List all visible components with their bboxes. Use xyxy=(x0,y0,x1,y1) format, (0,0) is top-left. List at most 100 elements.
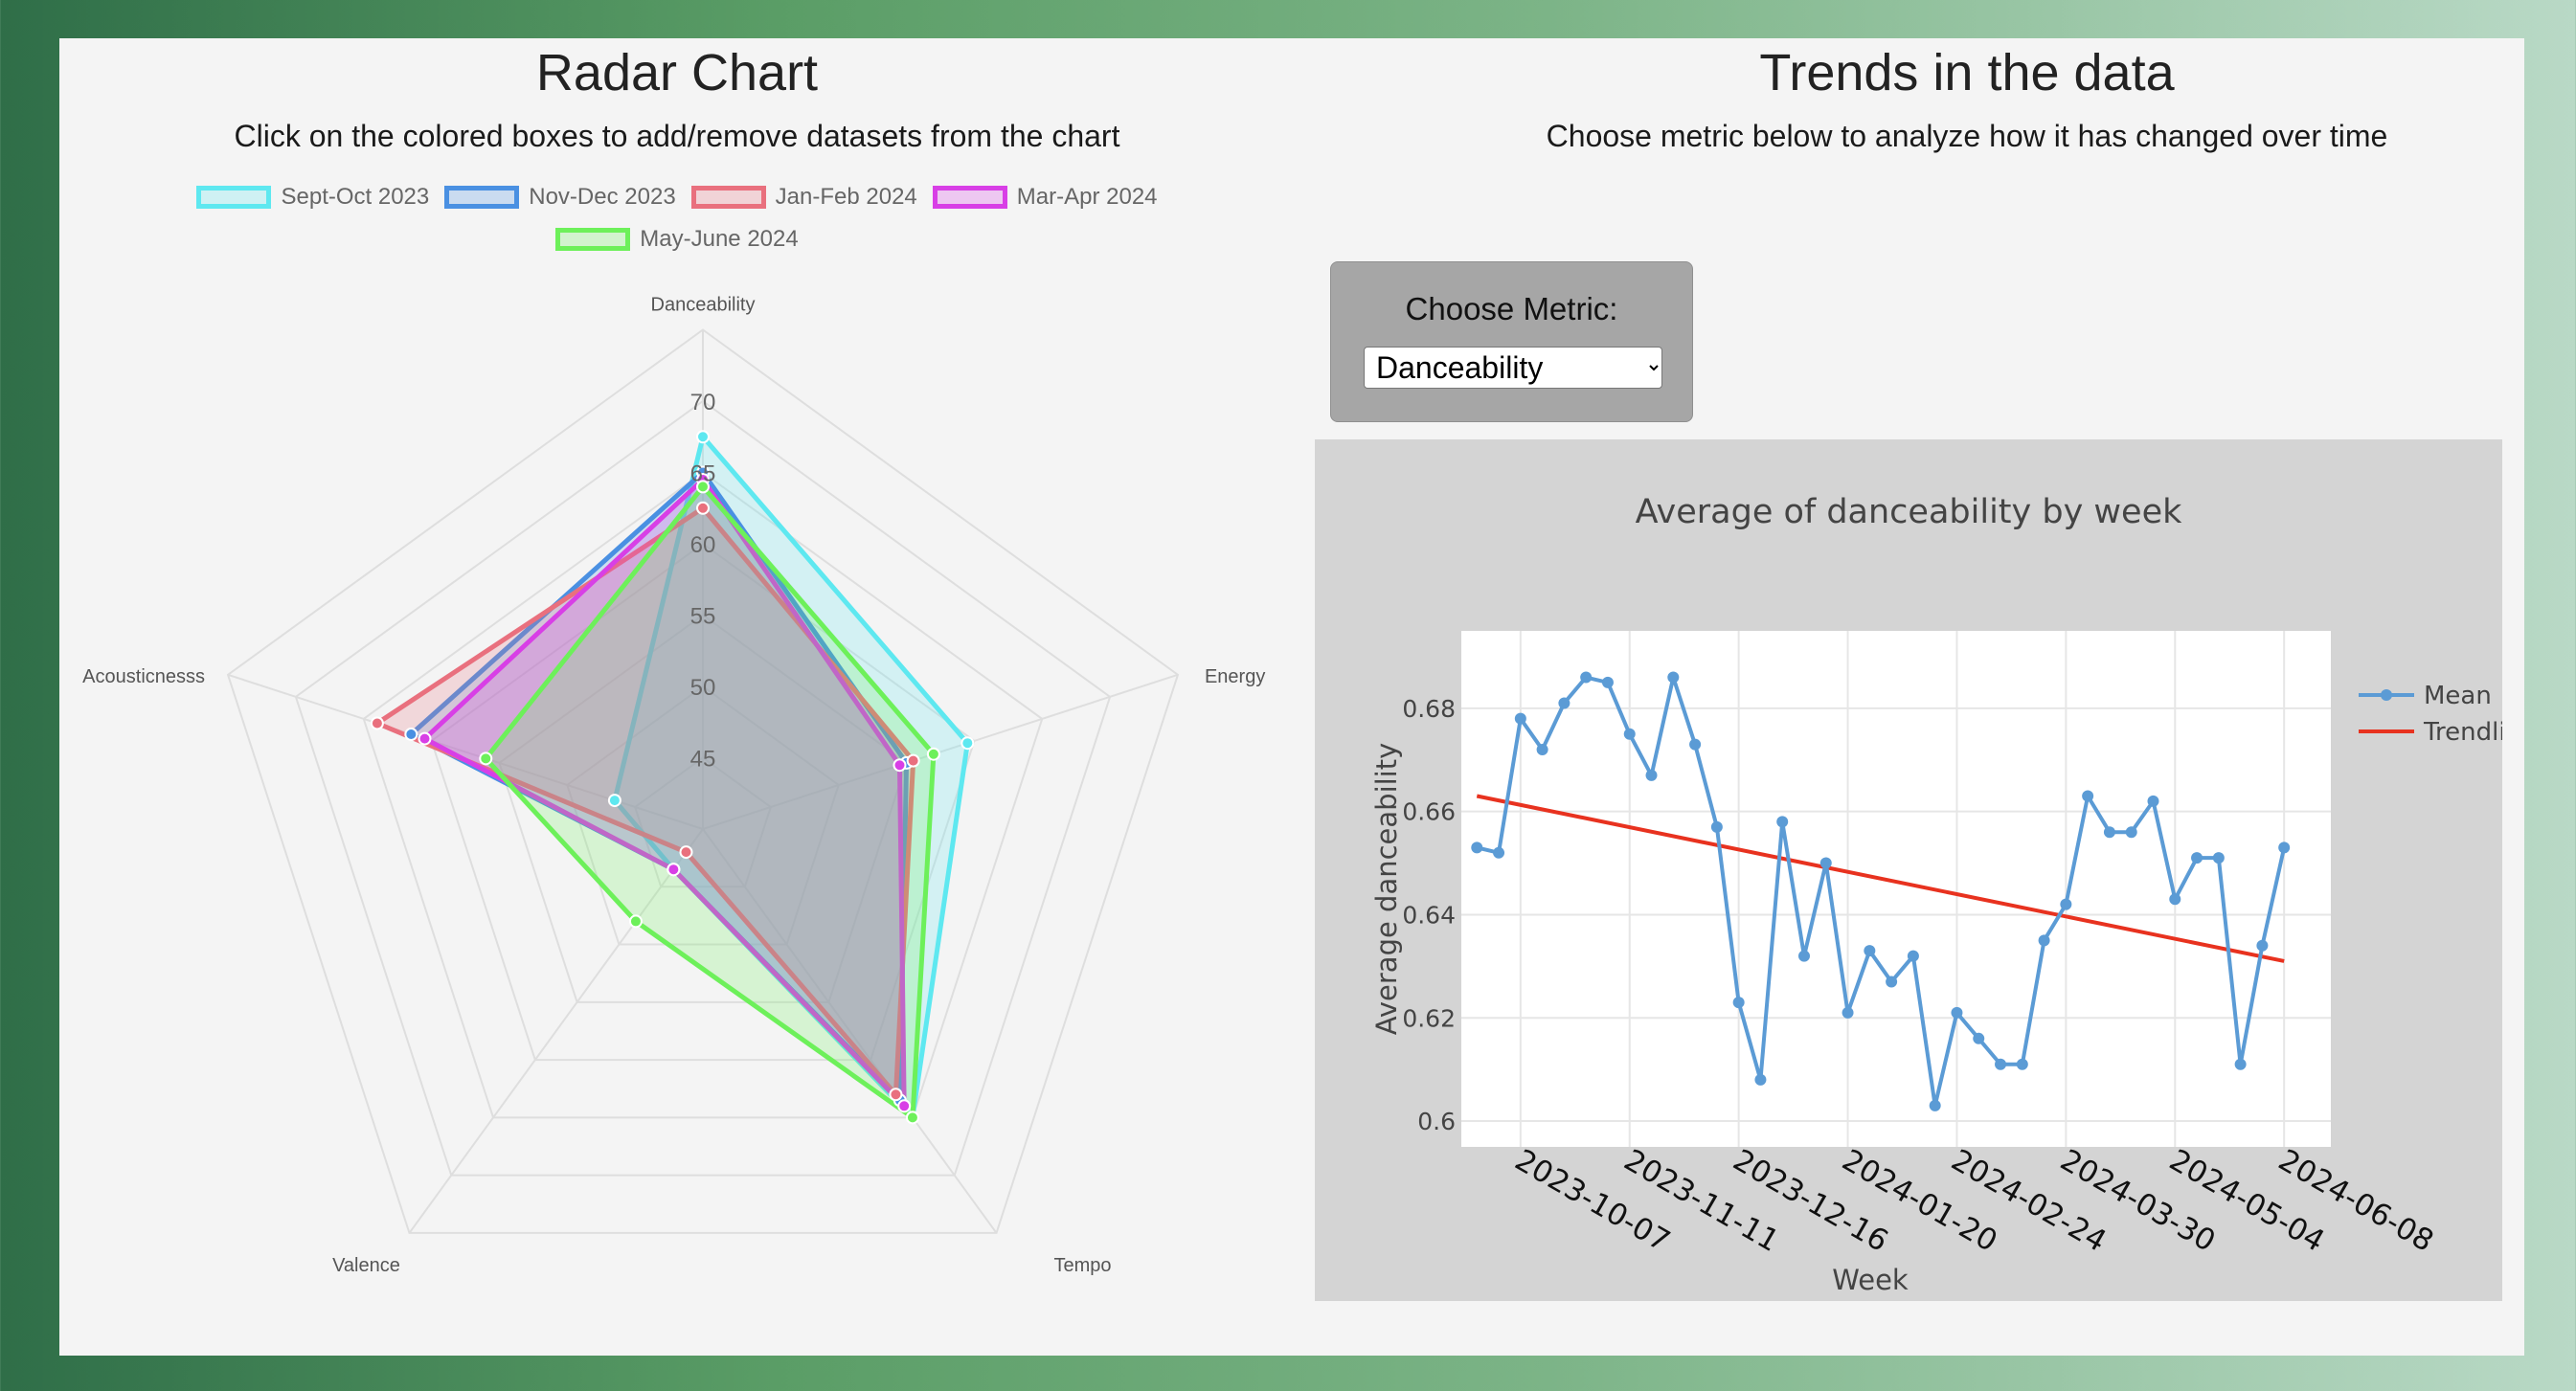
radar-point[interactable] xyxy=(696,480,710,494)
radar-chart-instructions: Click on the colored boxes to add/remove… xyxy=(234,119,1120,153)
legend-label: May-June 2024 xyxy=(640,226,799,252)
mean-point[interactable] xyxy=(2082,790,2094,802)
radar-tick-label: 70 xyxy=(690,390,716,415)
radar-point[interactable] xyxy=(893,758,907,773)
mean-point[interactable] xyxy=(2060,898,2072,910)
legend-color-box[interactable] xyxy=(932,186,1007,209)
legend-color-box[interactable] xyxy=(444,186,520,209)
radar-tick-label: 65 xyxy=(690,461,716,487)
radar-point[interactable] xyxy=(897,1099,912,1113)
mean-point[interactable] xyxy=(1471,841,1483,854)
mean-point[interactable] xyxy=(1973,1032,1985,1044)
mean-point[interactable] xyxy=(1842,1006,1854,1019)
mean-point[interactable] xyxy=(2169,893,2181,906)
mean-point[interactable] xyxy=(2103,826,2115,839)
mean-point[interactable] xyxy=(2212,852,2225,864)
legend-color-box[interactable] xyxy=(555,228,631,251)
y-tick-label: 0.66 xyxy=(1402,798,1456,826)
mean-line xyxy=(1476,675,2287,1108)
mean-point[interactable] xyxy=(1754,1073,1767,1086)
radar-spoke xyxy=(408,828,704,1234)
radar-point[interactable] xyxy=(960,736,975,751)
legend-item[interactable]: Sept-Oct 2023 xyxy=(196,184,429,211)
radar-point[interactable] xyxy=(628,914,643,929)
mean-point[interactable] xyxy=(1601,676,1614,688)
mean-point[interactable] xyxy=(2016,1058,2028,1070)
radar-point[interactable] xyxy=(667,863,681,877)
legend-item[interactable]: Mar-Apr 2024 xyxy=(932,184,1158,211)
y-axis-label: Average danceability xyxy=(1370,743,1403,1036)
radar-grid-ring xyxy=(566,684,840,946)
mean-point[interactable] xyxy=(1689,738,1702,751)
metric-selector-card: Choose Metric: Danceability xyxy=(1330,261,1693,422)
radar-tick-label: 45 xyxy=(690,747,716,773)
mean-point[interactable] xyxy=(1951,1006,1963,1019)
metric-select[interactable]: Danceability xyxy=(1364,347,1662,389)
mean-point[interactable] xyxy=(1558,697,1570,709)
mean-point[interactable] xyxy=(1732,997,1745,1009)
mean-point[interactable] xyxy=(1797,950,1810,962)
mean-point[interactable] xyxy=(2278,841,2291,854)
radar-chart: 45 50 55 60 65 70 Danceability Energy Tempo Valen… xyxy=(82,295,1265,1276)
mean-point[interactable] xyxy=(1514,712,1526,725)
radar-point[interactable] xyxy=(696,501,710,515)
radar-axis-label: Danceability xyxy=(651,295,756,316)
radar-point[interactable] xyxy=(926,747,940,761)
mean-point[interactable] xyxy=(1710,820,1723,833)
mean-point[interactable] xyxy=(1667,671,1680,684)
legend-item[interactable]: May-June 2024 xyxy=(555,226,799,253)
y-tick-label: 0.6 xyxy=(1417,1108,1456,1135)
mean-point[interactable] xyxy=(1645,769,1658,781)
legend-trend-label: Trendline xyxy=(2423,718,2502,747)
legend-item[interactable]: Nov-Dec 2023 xyxy=(444,184,676,211)
mean-point[interactable] xyxy=(2147,795,2159,807)
radar-grid-ring xyxy=(294,399,1112,1177)
mean-point[interactable] xyxy=(1864,945,1876,957)
legend-label: Jan-Feb 2024 xyxy=(775,184,917,210)
mean-point[interactable] xyxy=(1907,950,1919,962)
legend-color-box[interactable] xyxy=(690,186,766,209)
radar-chart-title: Radar Chart xyxy=(535,44,819,101)
radar-point[interactable] xyxy=(696,430,710,444)
radar-axis-label: Energy xyxy=(1205,666,1265,687)
radar-point[interactable] xyxy=(370,716,384,730)
mean-point[interactable] xyxy=(2038,934,2050,947)
radar-point[interactable] xyxy=(906,753,920,768)
x-axis-label: Week xyxy=(1832,1264,1909,1296)
radar-grid-ring xyxy=(226,328,1180,1234)
mean-point[interactable] xyxy=(1776,816,1789,828)
trend-chart-title: Average of danceability by week xyxy=(1636,493,2182,531)
radar-legend-row-2: May-June 2024 xyxy=(59,226,1295,253)
radar-point[interactable] xyxy=(679,845,693,860)
radar-point[interactable] xyxy=(479,752,493,766)
radar-point[interactable] xyxy=(418,731,432,746)
radar-tick-label: 55 xyxy=(690,604,716,630)
radar-grid-ring xyxy=(362,471,1044,1119)
mean-point[interactable] xyxy=(2191,852,2203,864)
y-tick-label: 0.62 xyxy=(1402,1004,1456,1032)
metric-label: Choose Metric: xyxy=(1405,291,1618,326)
mean-point[interactable] xyxy=(2125,826,2137,839)
radar-grid-ring xyxy=(633,756,773,888)
radar-tick-label: 50 xyxy=(690,675,716,701)
mean-point[interactable] xyxy=(1623,728,1636,740)
radar-point[interactable] xyxy=(905,1111,919,1125)
radar-point[interactable] xyxy=(404,728,418,742)
radar-point[interactable] xyxy=(889,1088,903,1102)
radar-point[interactable] xyxy=(607,794,621,808)
mean-point[interactable] xyxy=(1819,857,1832,869)
radar-tick-label: 60 xyxy=(690,532,716,558)
mean-point[interactable] xyxy=(1995,1058,2007,1070)
legend-item[interactable]: Jan-Feb 2024 xyxy=(690,184,917,211)
trends-instructions: Choose metric below to analyze how it ha… xyxy=(1546,119,2388,153)
mean-point[interactable] xyxy=(1929,1099,1941,1111)
mean-point[interactable] xyxy=(2256,939,2269,952)
mean-point[interactable] xyxy=(1886,976,1898,988)
mean-point[interactable] xyxy=(1580,671,1593,684)
legend-mean-marker xyxy=(2381,689,2392,701)
legend-color-box[interactable] xyxy=(196,186,272,209)
mean-point[interactable] xyxy=(1536,743,1548,755)
mean-point[interactable] xyxy=(1493,846,1505,859)
mean-point[interactable] xyxy=(2234,1058,2247,1070)
radar-axis-label: Acousticnesss xyxy=(82,666,205,687)
